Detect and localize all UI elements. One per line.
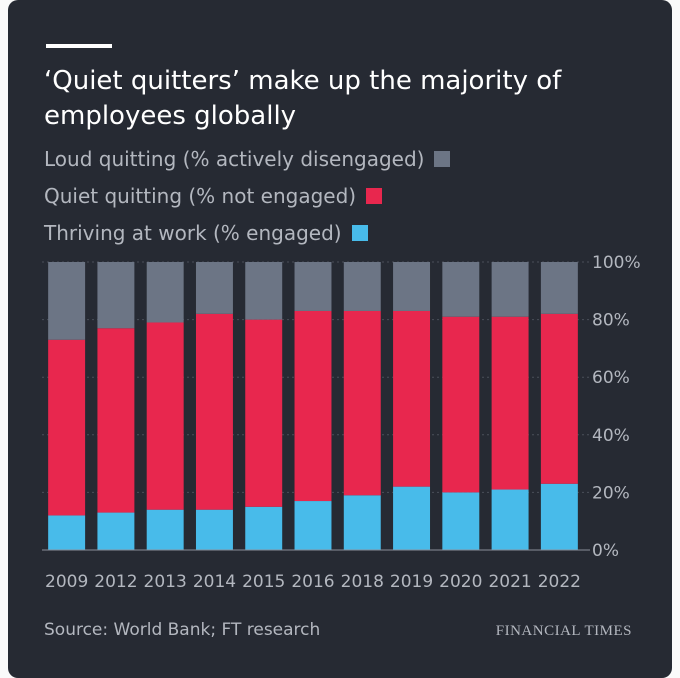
legend-swatch-loud-quitting bbox=[434, 150, 451, 167]
bar-segment-engaged bbox=[294, 501, 332, 550]
bar-segment-not-engaged bbox=[146, 322, 184, 510]
bar-segment-disengaged bbox=[540, 262, 578, 314]
bar-segment-disengaged bbox=[442, 262, 480, 317]
y-tick-label: 80% bbox=[592, 311, 630, 331]
bar-segment-disengaged bbox=[195, 262, 233, 314]
bar-segment-engaged bbox=[442, 492, 480, 550]
bar-segment-disengaged bbox=[146, 262, 184, 323]
x-tick-label: 2009 bbox=[45, 572, 88, 592]
x-tick-label: 2022 bbox=[538, 572, 581, 592]
y-tick-label: 100% bbox=[592, 253, 641, 273]
bar-segment-not-engaged bbox=[294, 310, 332, 502]
y-tick-label: 60% bbox=[592, 368, 630, 388]
legend-label: Thriving at work (% engaged) bbox=[44, 220, 342, 245]
legend-swatch-thriving bbox=[351, 224, 368, 241]
bar-segment-not-engaged bbox=[97, 328, 135, 513]
y-tick-label: 20% bbox=[592, 483, 630, 503]
y-tick-label: 0% bbox=[592, 541, 619, 561]
x-tick-label: 2015 bbox=[242, 572, 285, 592]
bar-segment-engaged bbox=[245, 506, 283, 550]
bar-segment-disengaged bbox=[343, 262, 381, 311]
bar-segment-disengaged bbox=[491, 262, 529, 317]
header-rule bbox=[46, 44, 112, 48]
legend-label: Quiet quitting (% not engaged) bbox=[44, 183, 357, 208]
bar-segment-not-engaged bbox=[48, 339, 86, 516]
bar-segment-engaged bbox=[343, 495, 381, 550]
legend-item-quiet-quitting: Quiet quitting (% not engaged) bbox=[44, 177, 450, 214]
bar-segment-not-engaged bbox=[245, 319, 283, 507]
source-note: Source: World Bank; FT research bbox=[44, 620, 321, 640]
bar-segment-engaged bbox=[195, 509, 233, 550]
x-tick-label: 2020 bbox=[439, 572, 482, 592]
bar-segment-not-engaged bbox=[540, 313, 578, 484]
bar-segment-disengaged bbox=[97, 262, 135, 329]
stacked-bar-chart: 0% 20% 40% 60% 80% 100% 2009 2012 2013 2014 2015 20… bbox=[42, 253, 641, 592]
x-tick-label: 2019 bbox=[390, 572, 433, 592]
bar-segment-disengaged bbox=[245, 262, 283, 320]
bar-segment-not-engaged bbox=[442, 316, 480, 493]
bar-segment-not-engaged bbox=[393, 310, 431, 487]
bar-segment-not-engaged bbox=[343, 310, 381, 496]
bar-segment-disengaged bbox=[48, 262, 86, 340]
y-tick-label: 40% bbox=[592, 426, 630, 446]
bar-segment-engaged bbox=[393, 486, 431, 550]
chart-card: ‘Quiet quitters’ make up the majority of… bbox=[8, 0, 672, 678]
x-tick-label: 2013 bbox=[144, 572, 187, 592]
bar-segment-disengaged bbox=[294, 262, 332, 311]
legend-swatch-quiet-quitting bbox=[366, 187, 383, 204]
chart-title: ‘Quiet quitters’ make up the majority of… bbox=[44, 66, 562, 131]
legend-item-thriving: Thriving at work (% engaged) bbox=[44, 214, 450, 251]
bar-segment-engaged bbox=[48, 515, 86, 550]
x-tick-label: 2016 bbox=[291, 572, 334, 592]
bar-segment-not-engaged bbox=[491, 316, 529, 490]
legend-item-loud-quitting: Loud quitting (% actively disengaged) bbox=[44, 140, 451, 177]
x-tick-label: 2021 bbox=[488, 572, 531, 592]
bar-segment-engaged bbox=[146, 509, 184, 550]
bar-segment-engaged bbox=[491, 489, 529, 550]
x-tick-label: 2014 bbox=[193, 572, 236, 592]
bar-segment-engaged bbox=[540, 483, 578, 550]
legend-label: Loud quitting (% actively disengaged) bbox=[44, 146, 425, 171]
bar-segment-not-engaged bbox=[195, 313, 233, 510]
bar-segment-engaged bbox=[97, 512, 135, 550]
x-tick-label: 2012 bbox=[94, 572, 137, 592]
bar-segment-disengaged bbox=[393, 262, 431, 311]
x-tick-label: 2018 bbox=[341, 572, 384, 592]
legend: Loud quitting (% actively disengaged) Qu… bbox=[44, 140, 451, 251]
publisher-logo: FINANCIAL TIMES bbox=[495, 623, 632, 639]
